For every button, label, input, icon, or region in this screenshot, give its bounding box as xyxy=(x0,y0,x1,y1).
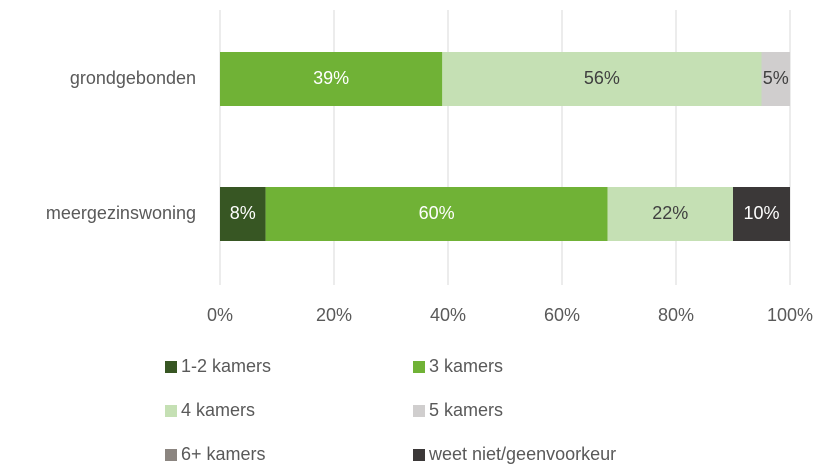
legend-label: 4 kamers xyxy=(181,400,255,420)
legend-swatch xyxy=(413,449,425,461)
legend-swatch xyxy=(413,361,425,373)
legend-swatch xyxy=(165,449,177,461)
bar-segment xyxy=(607,187,733,241)
legend-label: 1-2 kamers xyxy=(181,356,271,376)
legend-label: weet niet/geenvoorkeur xyxy=(428,444,616,464)
data-label: 10% xyxy=(743,203,779,223)
legend-swatch xyxy=(165,361,177,373)
bar-segment xyxy=(220,52,443,106)
legend-swatch xyxy=(413,405,425,417)
x-tick-label: 20% xyxy=(316,305,352,325)
x-tick-label: 0% xyxy=(207,305,233,325)
bar-segment xyxy=(442,52,762,106)
legend-label: 6+ kamers xyxy=(181,444,266,464)
legend-swatch xyxy=(165,405,177,417)
x-tick-label: 40% xyxy=(430,305,466,325)
data-label: 39% xyxy=(313,68,349,88)
bar-segment xyxy=(761,52,790,106)
x-tick-label: 100% xyxy=(767,305,813,325)
data-label: 22% xyxy=(652,203,688,223)
category-label: grondgebonden xyxy=(70,68,196,88)
category-label: meergezinswoning xyxy=(46,203,196,223)
bar-segment xyxy=(220,187,266,241)
data-label: 56% xyxy=(584,68,620,88)
data-label: 5% xyxy=(763,68,789,88)
x-tick-label: 60% xyxy=(544,305,580,325)
bar-segment xyxy=(733,187,790,241)
legend-label: 5 kamers xyxy=(429,400,503,420)
data-label: 60% xyxy=(419,203,455,223)
x-tick-label: 80% xyxy=(658,305,694,325)
legend-label: 3 kamers xyxy=(429,356,503,376)
data-label: 8% xyxy=(230,203,256,223)
bar-segment xyxy=(265,187,608,241)
